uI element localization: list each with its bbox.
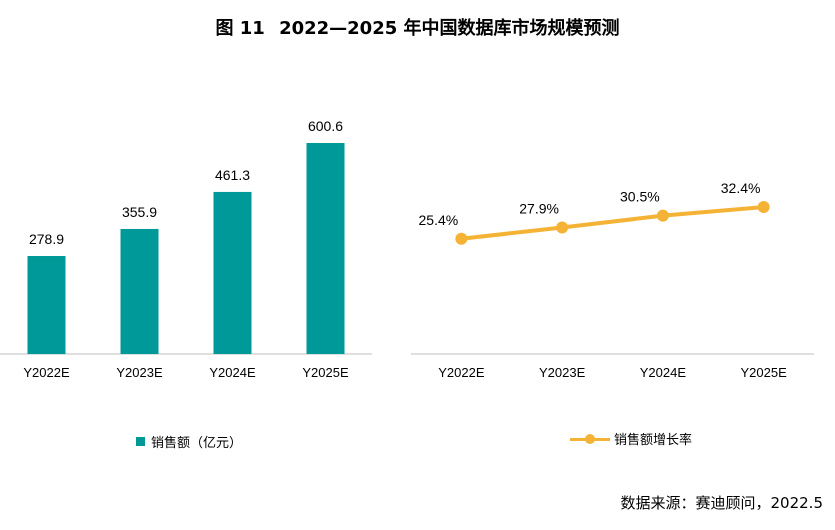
line-x-tick-label: Y2022E bbox=[438, 365, 485, 380]
bar-data-label: 461.3 bbox=[215, 167, 250, 183]
bar-Y2022E bbox=[27, 256, 66, 354]
line-point-Y2025E bbox=[757, 201, 770, 214]
bar-Y2024E bbox=[213, 191, 252, 354]
line-x-tick-label: Y2025E bbox=[740, 365, 787, 380]
bar-data-label: 355.9 bbox=[122, 204, 157, 220]
bar-legend-label: 销售额（亿元） bbox=[151, 436, 243, 451]
bar-x-tick-label: Y2025E bbox=[302, 365, 349, 380]
line-point-Y2023E bbox=[556, 221, 569, 234]
bar-legend-swatch bbox=[136, 437, 145, 446]
bar-legend: 销售额（亿元） bbox=[136, 432, 242, 451]
figure-title-text: 2022—2025 年中国数据库市场规模预测 bbox=[279, 18, 620, 39]
line-point-Y2022E bbox=[455, 232, 468, 245]
bar-data-label: 600.6 bbox=[308, 118, 343, 134]
line-x-tick-label: Y2024E bbox=[640, 365, 687, 380]
bar-x-tick-label: Y2022E bbox=[23, 365, 70, 380]
line-legend-label: 销售额增长率 bbox=[614, 433, 693, 448]
line-data-label: 25.4% bbox=[419, 212, 459, 228]
bar-x-tick-label: Y2024E bbox=[209, 365, 256, 380]
line-data-label: 32.4% bbox=[721, 180, 761, 196]
chart-title: 图 11 2022—2025 年中国数据库市场规模预测 bbox=[0, 14, 835, 40]
bar-Y2025E bbox=[306, 143, 345, 354]
figure-label: 图 11 bbox=[215, 18, 265, 39]
growth-line bbox=[461, 205, 764, 241]
line-legend: 销售额增长率 bbox=[570, 429, 692, 448]
line-point-Y2024E bbox=[656, 209, 669, 222]
source-note: 数据来源：赛迪顾问，2022.5 bbox=[620, 494, 824, 512]
line-legend-swatch bbox=[570, 432, 610, 446]
bar-data-label: 278.9 bbox=[29, 231, 64, 247]
line-data-label: 27.9% bbox=[519, 200, 559, 216]
line-x-tick-label: Y2023E bbox=[539, 365, 586, 380]
bar-Y2023E bbox=[120, 228, 159, 354]
bar-x-tick-label: Y2023E bbox=[116, 365, 163, 380]
line-data-label: 30.5% bbox=[620, 189, 660, 205]
